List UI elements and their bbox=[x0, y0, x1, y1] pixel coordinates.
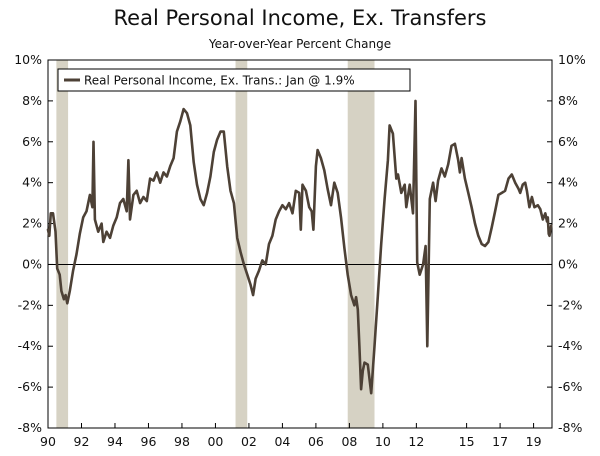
chart-title: Real Personal Income, Ex. Transfers bbox=[113, 6, 487, 30]
x-tick-label: 06 bbox=[308, 434, 324, 449]
x-tick-label: 98 bbox=[174, 434, 190, 449]
y-tick-label-left: 8% bbox=[22, 93, 42, 108]
y-tick-label-left: -8% bbox=[18, 420, 42, 435]
x-tick-label: 08 bbox=[341, 434, 357, 449]
x-tick-label: 02 bbox=[241, 434, 257, 449]
y-tick-label-right: 10% bbox=[558, 52, 586, 67]
x-tick-label: 94 bbox=[107, 434, 123, 449]
x-tick-label: 96 bbox=[141, 434, 157, 449]
x-tick-label: 17 bbox=[492, 434, 508, 449]
legend: Real Personal Income, Ex. Trans.: Jan @ … bbox=[57, 68, 411, 92]
series-line bbox=[46, 99, 553, 395]
x-tick-label: 04 bbox=[274, 434, 290, 449]
y-tick-label-right: 2% bbox=[558, 216, 578, 231]
x-axis: 90 92 94 96 98 00 02 04 06 08 10 12 15 17 19 bbox=[40, 423, 542, 449]
x-tick-label: 12 bbox=[408, 434, 424, 449]
y-tick-label-left: 2% bbox=[22, 216, 42, 231]
y-tick-label-right: -2% bbox=[558, 297, 582, 312]
y-tick-label-left: -2% bbox=[18, 297, 42, 312]
y-tick-label-right: 8% bbox=[558, 93, 578, 108]
x-tick-label: 19 bbox=[526, 434, 542, 449]
y-axis: -8% -8% -6% -6% -4% -4% -2% -2% 0% 0% 2% 2% 4% 4% 6% 6%… bbox=[14, 52, 586, 435]
y-tick-label-left: 6% bbox=[22, 134, 42, 149]
y-tick-label-right: 0% bbox=[558, 256, 578, 271]
legend-box bbox=[57, 68, 411, 92]
y-tick-label-left: 10% bbox=[14, 52, 42, 67]
y-tick-label-right: -8% bbox=[558, 420, 582, 435]
series-layer bbox=[46, 99, 553, 395]
y-tick-label-right: 6% bbox=[558, 134, 578, 149]
x-tick-label: 10 bbox=[375, 434, 391, 449]
x-tick-label: 92 bbox=[74, 434, 90, 449]
y-tick-label-right: -4% bbox=[558, 338, 582, 353]
recession-band bbox=[56, 60, 69, 428]
y-tick-label-left: -6% bbox=[18, 379, 42, 394]
x-tick-label: 90 bbox=[40, 434, 56, 449]
x-tick-label: 00 bbox=[207, 434, 223, 449]
chart-subtitle: Year-over-Year Percent Change bbox=[208, 37, 392, 51]
recession-bands bbox=[56, 60, 375, 428]
y-tick-label-left: 0% bbox=[22, 256, 42, 271]
recession-band bbox=[235, 60, 248, 428]
x-tick-label: 15 bbox=[459, 434, 475, 449]
y-tick-label-left: 4% bbox=[22, 175, 42, 190]
y-tick-label-left: -4% bbox=[18, 338, 42, 353]
legend-label: Real Personal Income, Ex. Trans.: Jan @ … bbox=[84, 74, 355, 88]
plot-frame bbox=[47, 59, 553, 429]
y-tick-label-right: 4% bbox=[558, 175, 578, 190]
y-tick-label-right: -6% bbox=[558, 379, 582, 394]
